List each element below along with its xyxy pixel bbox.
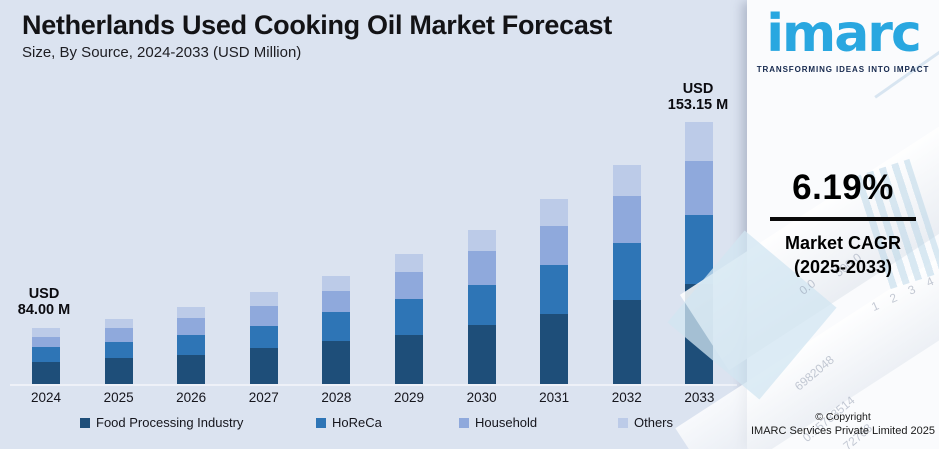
bar-segment-horeca [32, 347, 60, 362]
bar-segment-food-processing-industry [322, 341, 351, 384]
bar-segment-food-processing-industry [32, 362, 60, 384]
bar-segment-horeca [540, 265, 569, 314]
bar-segment-horeca [322, 312, 351, 341]
bar-2027 [249, 292, 278, 384]
bar-segment-others [467, 230, 496, 251]
bar-2030 [467, 230, 496, 384]
x-tick-2027: 2027 [248, 390, 279, 405]
data-label-2033-line2: 153.15 M [667, 96, 729, 113]
bar-segment-horeca [249, 326, 278, 348]
legend-label: Others [634, 415, 674, 430]
bar-segment-food-processing-industry [104, 358, 133, 384]
x-tick-2029: 2029 [393, 390, 425, 405]
legend-label: Household [475, 415, 538, 430]
bar-segment-food-processing-industry [467, 325, 496, 384]
x-axis-line [10, 384, 737, 386]
page-subtitle: Size, By Source, 2024-2033 (USD Million) [22, 44, 302, 62]
data-label-2033-line1: USD [682, 81, 714, 97]
bar-segment-household [322, 291, 351, 312]
bar-segment-household [249, 306, 278, 326]
bar-segment-food-processing-industry [395, 335, 423, 384]
copyright-line1: © Copyright [815, 411, 871, 423]
x-tick-2028: 2028 [321, 390, 352, 405]
bar-segment-household [540, 226, 569, 265]
legend-item-household: Household [459, 415, 537, 430]
bar-segment-food-processing-industry [540, 314, 569, 384]
copyright: © Copyright IMARC Services Private Limit… [747, 411, 939, 437]
chart-section: Netherlands Used Cooking Oil Market Fore… [0, 0, 747, 449]
legend-item-others: Others [618, 415, 673, 430]
data-label-2024: USD 84.00 M [0, 286, 99, 318]
bar-segment-horeca [612, 243, 641, 300]
bar-segment-others [540, 199, 569, 226]
bar-segment-household [612, 196, 641, 243]
bar-2031 [540, 199, 569, 384]
legend-marker [618, 417, 628, 428]
bar-2032 [612, 165, 641, 384]
legend-item-horeca: HoReCa [316, 415, 382, 430]
bar-segment-household [104, 328, 133, 342]
legend-label: HoReCa [332, 415, 382, 430]
bar-2029 [395, 254, 423, 384]
x-tick-2032: 2032 [611, 390, 642, 405]
x-tick-2030: 2030 [466, 390, 497, 405]
bar-segment-household [177, 318, 206, 335]
bar-segment-horeca [177, 335, 206, 355]
bar-segment-horeca [467, 285, 496, 325]
bar-segment-food-processing-industry [612, 300, 641, 384]
bar-2026 [177, 307, 206, 384]
bar-segment-others [249, 292, 278, 306]
cagr-divider [770, 217, 916, 221]
imarc-logo-tagline: TRANSFORMING IDEAS INTO IMPACT [756, 65, 930, 75]
bar-segment-household [32, 337, 60, 347]
bar-segment-others [685, 122, 714, 161]
x-tick-2024: 2024 [30, 390, 62, 405]
bar-segment-others [104, 319, 133, 328]
bar-2028 [322, 276, 351, 384]
bar-segment-others [612, 165, 641, 196]
data-label-2024-line1: USD [28, 286, 60, 302]
x-tick-2026: 2026 [176, 390, 207, 405]
legend-item-food-processing-industry: Food Processing Industry [80, 415, 243, 430]
bar-segment-food-processing-industry [177, 355, 206, 384]
bar-segment-horeca [395, 299, 423, 335]
bar-segment-others [177, 307, 206, 318]
data-label-2024-line2: 84.00 M [17, 301, 71, 318]
legend-marker [459, 417, 469, 428]
cagr-block: 6.19% Market CAGR (2025-2033) [747, 168, 939, 280]
data-label-2033: USD 153.15 M [643, 81, 753, 113]
bar-segment-others [395, 254, 423, 272]
bar-2024 [32, 328, 60, 384]
bar-segment-others [322, 276, 351, 291]
cagr-value: 6.19% [792, 168, 894, 207]
cagr-label-line2: (2025-2033) [793, 257, 893, 278]
brand-panel: 500.0 0.0 1 2 3 4 6982048 0.15783514 727… [667, 0, 939, 449]
bar-segment-horeca [104, 342, 133, 358]
bar-2025 [104, 319, 133, 384]
page-title: Netherlands Used Cooking Oil Market Fore… [22, 10, 612, 40]
cagr-label-line1: Market CAGR [784, 233, 902, 253]
bar-segment-household [467, 251, 496, 285]
legend-label: Food Processing Industry [96, 415, 244, 430]
bar-segment-household [685, 161, 714, 215]
bar-segment-food-processing-industry [249, 348, 278, 384]
x-tick-2033: 2033 [684, 390, 715, 405]
bar-segment-household [395, 272, 423, 299]
legend-marker [80, 417, 90, 428]
x-tick-2025: 2025 [103, 390, 134, 405]
x-tick-2031: 2031 [539, 390, 570, 405]
imarc-logo: imarc TRANSFORMING IDEAS INTO IMPACT [747, 4, 939, 75]
bar-segment-others [32, 328, 60, 337]
imarc-logo-wordmark: imarc [766, 4, 922, 64]
stacked-bar-chart: USD 84.00 M USD 153.15 M 2024 2025 2026 202… [0, 81, 737, 405]
copyright-line2: IMARC Services Private Limited 2025 [750, 425, 935, 437]
legend-marker [316, 417, 326, 428]
